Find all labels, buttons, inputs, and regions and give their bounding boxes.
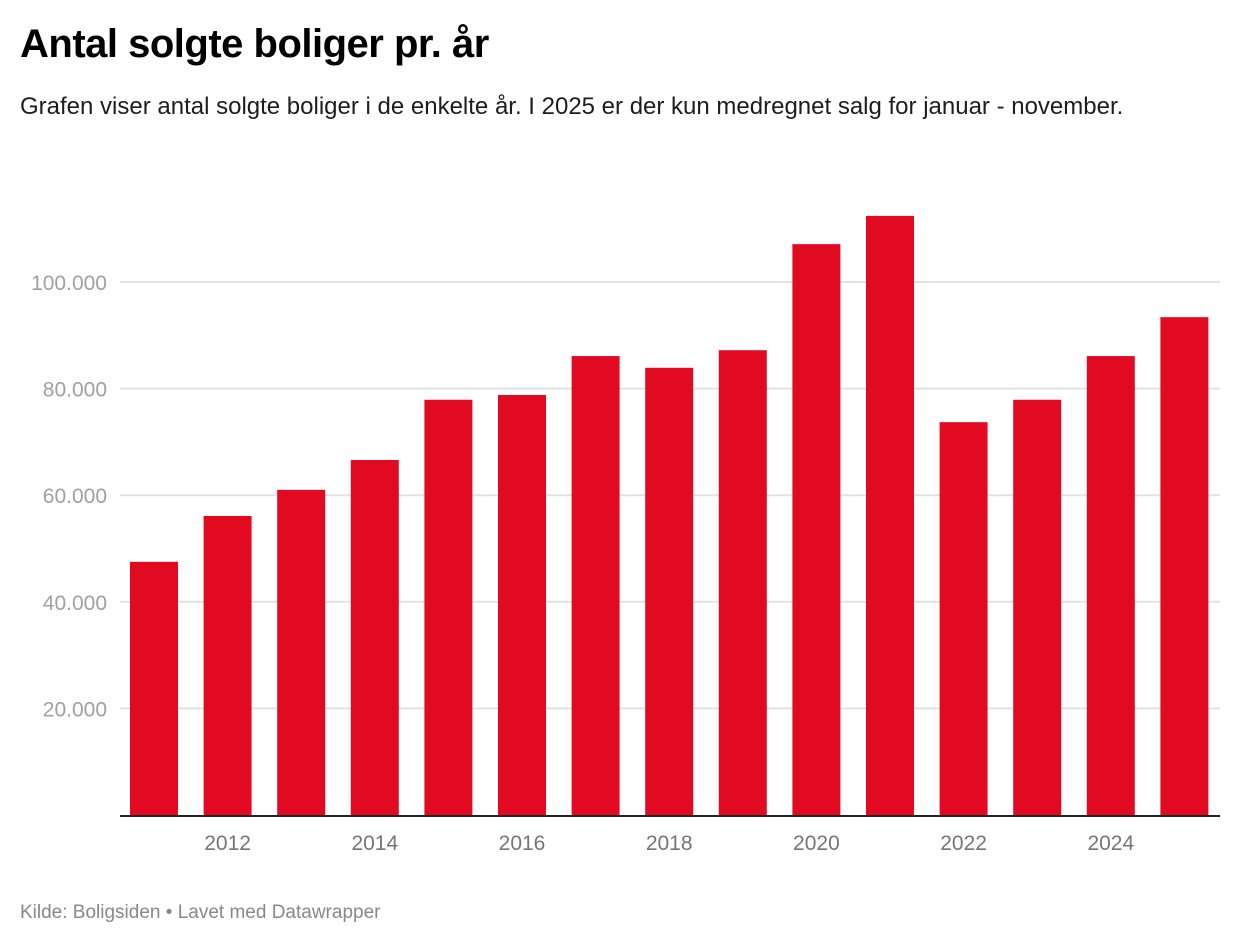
bar-2024 (1086, 356, 1135, 815)
bar-2016 (498, 394, 546, 815)
chart-footer: Kilde: Boligsiden • Lavet med Datawrappe… (20, 902, 380, 924)
bar-2025 (1160, 317, 1209, 815)
x-tick-label: 2022 (940, 832, 987, 855)
datawrapper-credit[interactable]: Lavet med Datawrapper (177, 902, 381, 923)
bar-2022 (939, 422, 988, 815)
chart-subtitle: Grafen viser antal solgte boliger i de e… (20, 93, 1124, 120)
x-tick-label: 2020 (793, 832, 840, 855)
bar-2020 (792, 244, 841, 816)
x-tick-label: 2012 (204, 832, 251, 855)
bar-2012 (203, 515, 252, 815)
x-axis-labels: 2012 2014 2016 2018 2020 2022 2024 (204, 832, 1134, 855)
y-tick-label: 60.000 (43, 485, 107, 508)
y-tick-label: 40.000 (43, 592, 107, 615)
y-tick-label: 80.000 (43, 379, 107, 402)
bars (130, 215, 1209, 816)
chart-title: Antal solgte boliger pr. år (20, 22, 489, 66)
source-note: Kilde: Boligsiden (20, 902, 161, 923)
bar-2013 (277, 489, 326, 815)
y-tick-label: 20.000 (43, 698, 107, 721)
footer-separator: • (165, 902, 173, 923)
bar-2019 (718, 350, 767, 815)
bar-2021 (866, 215, 914, 815)
y-tick-label: 100.000 (31, 272, 107, 295)
bar-2014 (350, 460, 399, 815)
bar-2015 (424, 399, 473, 815)
bar-2023 (1013, 399, 1062, 815)
bar-2018 (645, 367, 694, 815)
x-tick-label: 2016 (499, 832, 546, 855)
bar-2011 (130, 561, 178, 815)
x-tick-label: 2024 (1087, 832, 1134, 855)
x-tick-label: 2018 (646, 832, 693, 855)
bar-2017 (571, 356, 620, 815)
y-axis-labels: 20.000 40.000 60.000 80.000 100.000 (31, 272, 107, 721)
x-tick-label: 2014 (351, 832, 398, 855)
